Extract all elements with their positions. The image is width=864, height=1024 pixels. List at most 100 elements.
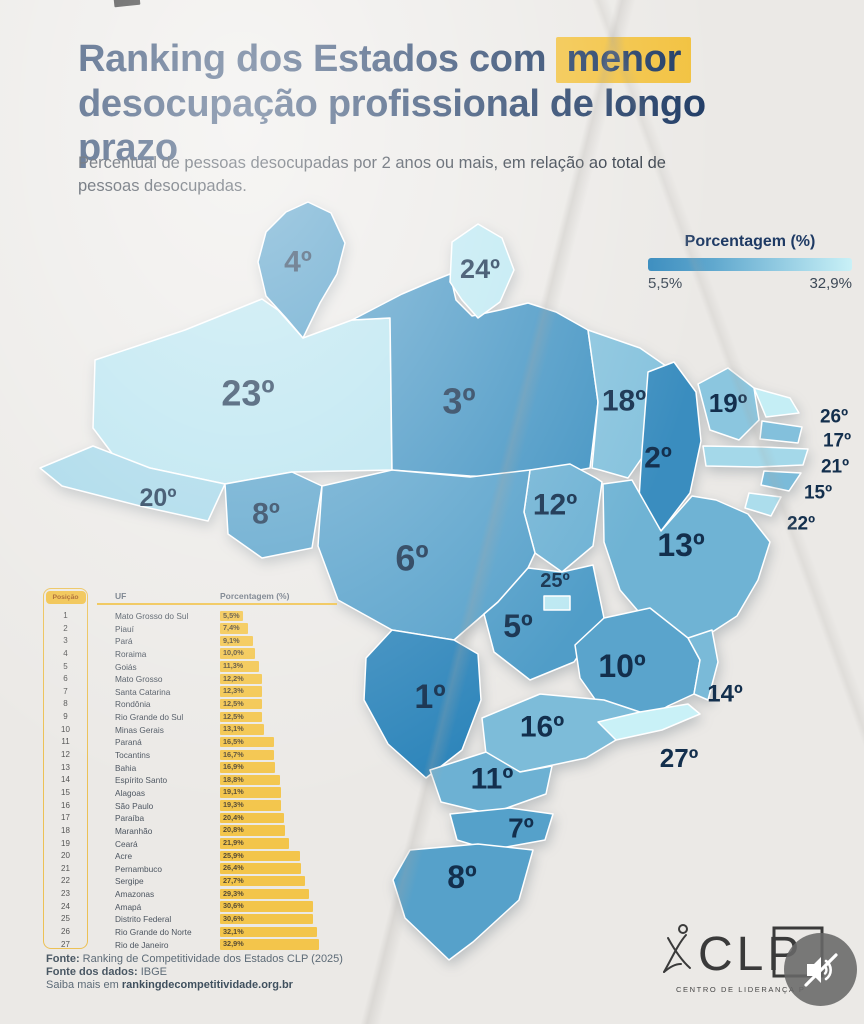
map-rank-label-PI: 2º bbox=[644, 442, 672, 475]
cell-pct-bar: 16,7% bbox=[220, 749, 274, 761]
table-row: 14 Espírito Santo 18,8% bbox=[43, 774, 343, 787]
cell-uf: Acre bbox=[115, 851, 133, 862]
muted-speaker-icon bbox=[803, 952, 838, 987]
table-row: 21 Pernambuco 26,4% bbox=[43, 863, 343, 876]
cell-uf: Rio de Janeiro bbox=[115, 939, 169, 950]
mute-button[interactable] bbox=[784, 933, 857, 1006]
state-shape-DF bbox=[543, 595, 571, 611]
cell-pct-bar: 9,1% bbox=[220, 635, 253, 647]
cell-pct-bar: 26,4% bbox=[220, 863, 301, 874]
map-rank-label-DF: 25º bbox=[540, 570, 570, 592]
cell-uf: Distrito Federal bbox=[115, 914, 172, 925]
cell-position: 13 bbox=[61, 762, 70, 772]
cell-pct-bar: 32,1% bbox=[220, 926, 317, 938]
person-icon bbox=[663, 924, 691, 973]
table-row: 7 Santa Catarina 12,3% bbox=[43, 686, 343, 699]
footer-website-link[interactable]: rankingdecompetitividade.org.br bbox=[121, 979, 293, 991]
state-shape-SE bbox=[744, 492, 782, 517]
cell-position: 26 bbox=[61, 927, 70, 937]
cell-position: 5 bbox=[63, 661, 68, 671]
cell-pct-bar: 12,3% bbox=[220, 686, 262, 697]
map-rank-label-RS: 8º bbox=[447, 859, 477, 895]
map-rank-label-RN: 26º bbox=[820, 407, 848, 428]
map-rank-label-PE: 21º bbox=[821, 457, 849, 478]
state-shape-AL bbox=[760, 470, 802, 492]
table-row: 25 Distrito Federal 30,6% bbox=[43, 913, 343, 926]
table-row: 20 Acre 25,9% bbox=[43, 850, 343, 863]
map-rank-label-MS: 1º bbox=[414, 678, 445, 716]
table-row: 8 Rondônia 12,5% bbox=[43, 698, 343, 711]
subtitle: Percentual de pessoas desocupadas por 2 … bbox=[78, 154, 666, 196]
cell-position: 2 bbox=[63, 623, 68, 633]
cell-uf: Rio Grande do Sul bbox=[115, 712, 184, 723]
cell-position: 21 bbox=[61, 863, 70, 873]
cell-pct-bar: 30,6% bbox=[220, 913, 313, 925]
cell-uf: Pará bbox=[115, 636, 133, 647]
table-row: 13 Bahia 16,9% bbox=[43, 762, 343, 775]
table-row: 10 Minas Gerais 13,1% bbox=[43, 724, 343, 737]
table-row: 24 Amapá 30,6% bbox=[43, 901, 343, 914]
footer-source-label: Fonte: bbox=[46, 953, 80, 965]
cell-uf: Goiás bbox=[115, 661, 137, 672]
map-rank-label-MA: 18º bbox=[602, 385, 646, 418]
cell-uf: Amazonas bbox=[115, 889, 155, 900]
cell-position: 25 bbox=[61, 914, 70, 924]
footer-data-source-label: Fonte dos dados: bbox=[46, 966, 138, 978]
cell-position: 10 bbox=[61, 724, 70, 734]
cell-uf: Tocantins bbox=[115, 750, 151, 761]
cell-pct-bar: 32,9% bbox=[220, 939, 319, 950]
map-rank-label-MG: 10º bbox=[598, 648, 646, 684]
state-shape-PB bbox=[759, 420, 803, 444]
table-header-underline bbox=[97, 603, 337, 605]
table-row: 17 Paraíba 20,4% bbox=[43, 812, 343, 825]
cell-uf: Alagoas bbox=[115, 787, 145, 798]
cell-pct-bar: 21,9% bbox=[220, 838, 289, 849]
cell-uf: Rondônia bbox=[115, 699, 151, 710]
cell-uf: Minas Gerais bbox=[115, 724, 164, 735]
cell-position: 23 bbox=[61, 889, 70, 899]
footer-source-text: Ranking de Competitividade dos Estados C… bbox=[82, 953, 343, 965]
cell-uf: Ceará bbox=[115, 838, 138, 849]
title-highlight: menor bbox=[556, 37, 692, 84]
cell-uf: Pernambuco bbox=[115, 863, 163, 874]
cell-uf: Amapá bbox=[115, 901, 142, 912]
cell-pct-bar: 7,4% bbox=[220, 623, 249, 634]
cell-position: 12 bbox=[61, 750, 70, 760]
ranking-table: Posição UF Porcentagem (%) 1 Mato Grosso … bbox=[43, 588, 343, 958]
cell-position: 19 bbox=[61, 838, 70, 848]
footer-more-line: Saiba mais em rankingdecompetitividade.o… bbox=[46, 979, 343, 992]
cell-pct-bar: 12,2% bbox=[220, 673, 262, 685]
cell-uf: Bahia bbox=[115, 762, 137, 773]
cell-pct-bar: 10,0% bbox=[220, 648, 256, 659]
map-rank-label-SP: 16º bbox=[520, 711, 564, 744]
cell-pct-bar: 29,3% bbox=[220, 888, 309, 900]
cell-uf: Sergipe bbox=[115, 876, 144, 887]
cell-position: 24 bbox=[61, 901, 70, 911]
cell-pct-bar: 16,5% bbox=[220, 736, 274, 748]
cell-position: 8 bbox=[63, 699, 68, 709]
table-header-uf: UF bbox=[115, 591, 127, 601]
cell-uf: Rio Grande do Norte bbox=[115, 927, 192, 938]
map-rank-label-PB: 17º bbox=[823, 431, 851, 452]
page-title: Ranking dos Estados com menor desocupaçã… bbox=[78, 37, 718, 170]
table-row: 5 Goiás 11,3% bbox=[43, 661, 343, 674]
footer: Fonte: Ranking de Competitividade dos Es… bbox=[46, 953, 343, 992]
legend-gradient-bar bbox=[648, 258, 852, 271]
cell-pct-bar: 20,8% bbox=[220, 825, 286, 836]
cell-position: 3 bbox=[63, 636, 68, 646]
legend-max-label: 32,9% bbox=[809, 275, 852, 292]
cell-pct-bar: 16,9% bbox=[220, 762, 275, 773]
cell-uf: Piauí bbox=[115, 623, 134, 634]
cell-position: 20 bbox=[61, 851, 70, 861]
cell-pct-bar: 19,1% bbox=[220, 787, 281, 798]
cell-uf: Mato Grosso do Sul bbox=[115, 611, 189, 621]
map-rank-label-RR: 4º bbox=[284, 246, 312, 279]
map-rank-label-PR: 11º bbox=[471, 763, 514, 796]
table-row: 23 Amazonas 29,3% bbox=[43, 888, 343, 901]
cell-uf: Espírito Santo bbox=[115, 775, 168, 786]
cell-pct-bar: 12,5% bbox=[220, 711, 263, 723]
cell-pct-bar: 12,5% bbox=[220, 698, 263, 710]
map-rank-label-PA: 3º bbox=[442, 381, 475, 422]
legend-min-label: 5,5% bbox=[648, 275, 683, 292]
footer-more-text: Saiba mais em bbox=[46, 979, 119, 991]
